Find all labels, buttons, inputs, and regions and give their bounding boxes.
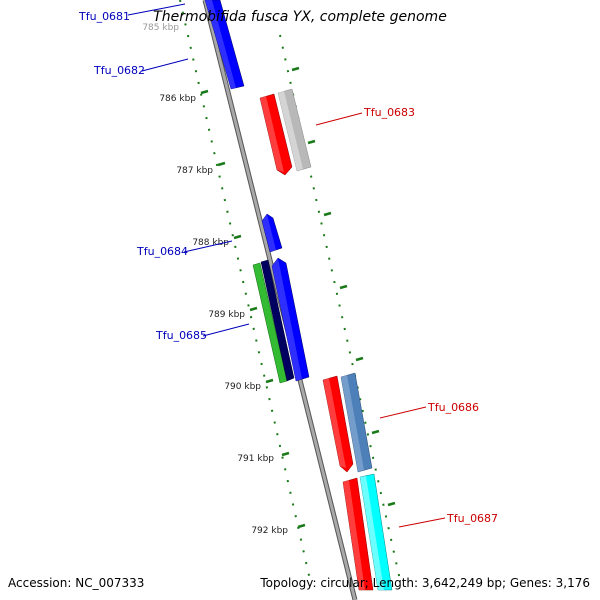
scale-label-791: 791 kbp [237,454,274,464]
scale-label-785: 785 kbp [142,23,179,33]
scale-label-787: 787 kbp [176,166,213,176]
scale-label-789: 789 kbp [208,310,245,320]
scale-label-788: 788 kbp [192,238,229,248]
major-ticks [200,66,396,529]
scale-label-792: 792 kbp [251,526,288,536]
map-title: Thermobifida fusca YX, complete genome [153,9,447,25]
scale-label-790: 790 kbp [224,382,261,392]
label-tfu-0687[interactable]: Tfu_0687 [446,512,498,525]
label-tfu-0686[interactable]: Tfu_0686 [427,401,479,414]
label-tfu-0682[interactable]: Tfu_0682 [93,64,145,77]
gene-navy-0685[interactable] [260,259,295,382]
label-tfu-0683[interactable]: Tfu_0683 [363,106,415,119]
label-tfu-0684[interactable]: Tfu_0684 [136,245,188,258]
label-tfu-0685[interactable]: Tfu_0685 [155,329,207,342]
accession-text: Accession: NC_007333 [8,576,145,590]
genome-summary-text: Topology: circular; Length: 3,642,249 bp… [260,576,590,590]
scale-label-786: 786 kbp [159,94,196,104]
label-tfu-0681[interactable]: Tfu_0681 [78,10,130,23]
